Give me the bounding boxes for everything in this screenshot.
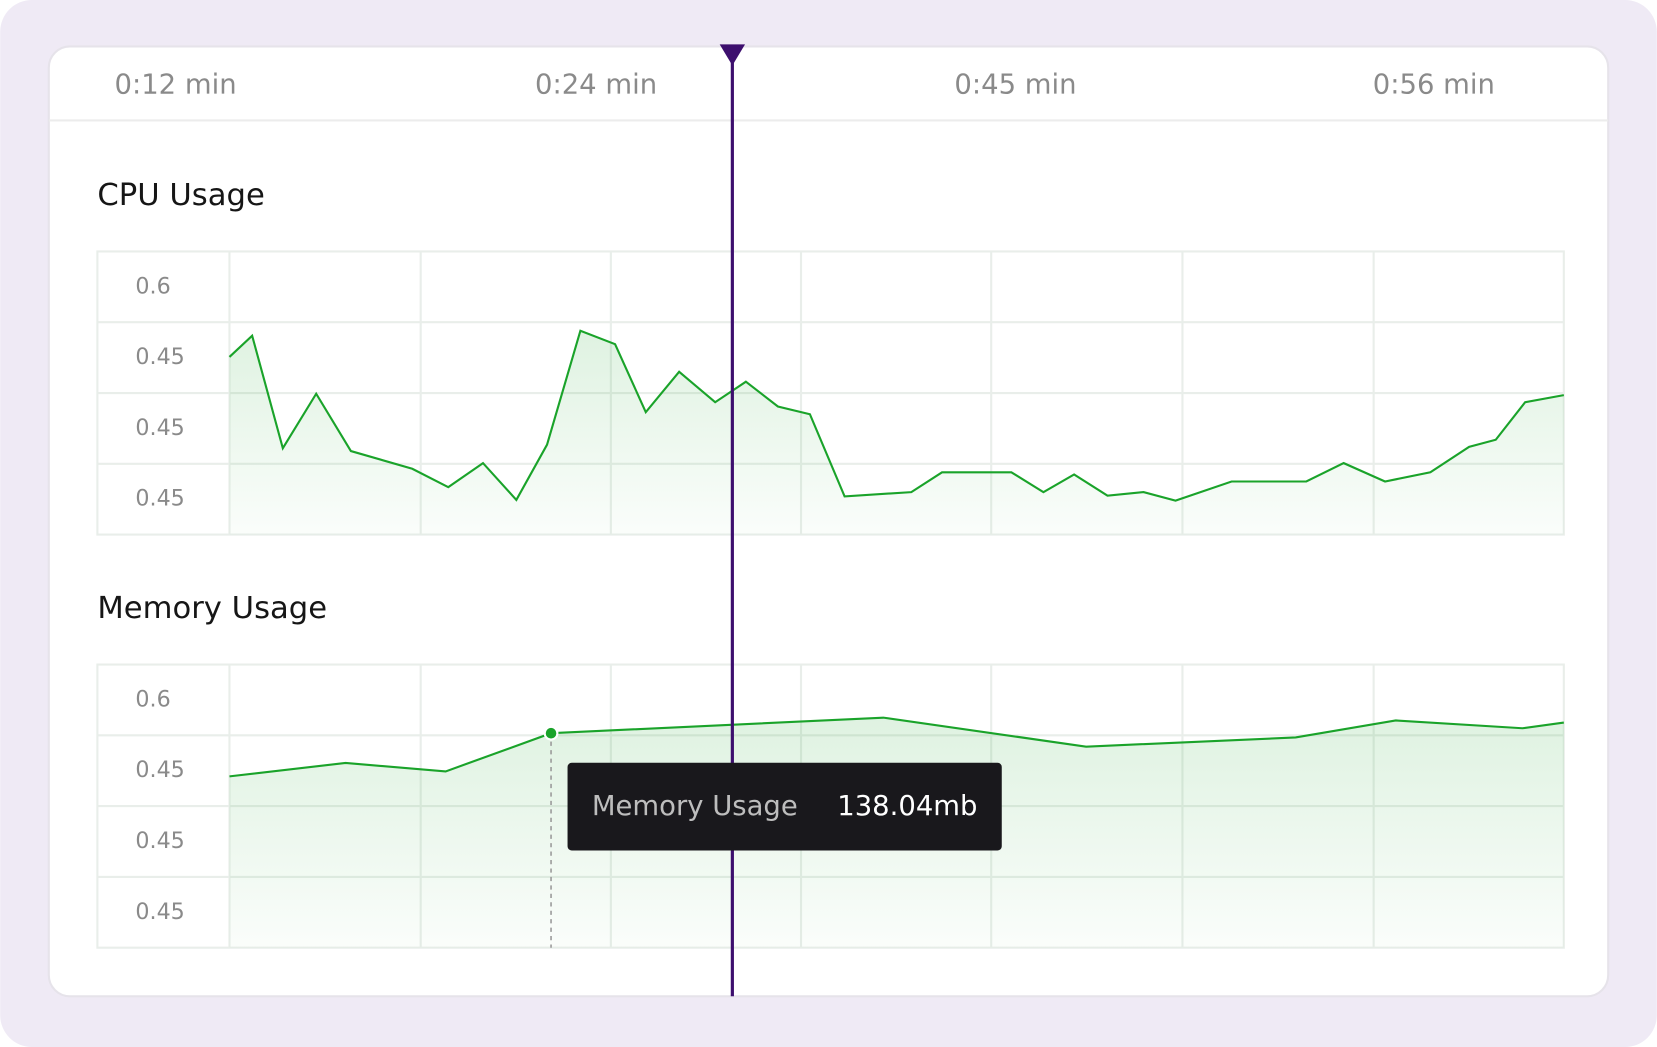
hover-point	[543, 725, 559, 741]
chart-title: CPU Usage	[97, 178, 264, 213]
y-label: 0.6	[135, 273, 170, 299]
y-label: 0.45	[135, 344, 184, 370]
tooltip-label: Memory Usage	[592, 791, 798, 822]
timeline-label: 0:45 min	[954, 70, 1076, 101]
y-label: 0.45	[135, 828, 184, 854]
timeline-label: 0:56 min	[1373, 70, 1495, 101]
timeline-label: 0:24 min	[535, 70, 657, 101]
timeline-label: 0:12 min	[114, 70, 236, 101]
y-label: 0.6	[135, 686, 170, 712]
y-label: 0.45	[135, 415, 184, 441]
timeline: 0:12 min 0:24 min 0:45 min 0:56 min	[114, 70, 1494, 101]
area	[229, 330, 1564, 535]
y-label: 0.45	[135, 486, 184, 512]
line	[228, 329, 1565, 502]
tooltip-value: 138.04mb	[837, 791, 977, 822]
tooltip	[567, 762, 1002, 851]
chart-title: Memory Usage	[97, 591, 327, 626]
line	[229, 716, 1564, 778]
y-label: 0.45	[135, 899, 184, 925]
tooltip-layer: Memory Usage 138.04mb	[567, 762, 1002, 851]
cursor-handle[interactable]	[719, 44, 746, 66]
y-label: 0.45	[135, 757, 184, 783]
